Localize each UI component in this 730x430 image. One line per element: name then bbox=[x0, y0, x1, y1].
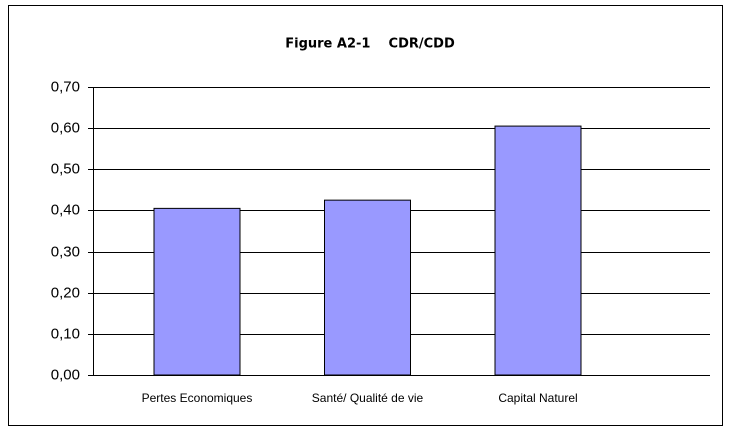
bar bbox=[153, 207, 241, 376]
y-tick-label: 0,70 bbox=[51, 78, 80, 95]
chart-title: Figure A2-1 CDR/CDD bbox=[285, 37, 455, 52]
y-tick-label: 0,40 bbox=[51, 201, 80, 218]
y-tick-label: 0,10 bbox=[51, 325, 80, 342]
x-tick-label: Capital Naturel bbox=[498, 391, 577, 405]
x-tick-label: Santé/ Qualité de vie bbox=[312, 391, 424, 405]
y-tick-label: 0,30 bbox=[51, 243, 80, 260]
y-tick-label: 0,20 bbox=[51, 284, 80, 301]
y-tick-label: 0,60 bbox=[51, 119, 80, 136]
y-tick-label: 0,00 bbox=[51, 366, 80, 383]
bar bbox=[324, 199, 411, 376]
bar bbox=[494, 125, 582, 376]
y-tick-label: 0,50 bbox=[51, 160, 80, 177]
x-tick-label: Pertes Economiques bbox=[142, 391, 253, 405]
